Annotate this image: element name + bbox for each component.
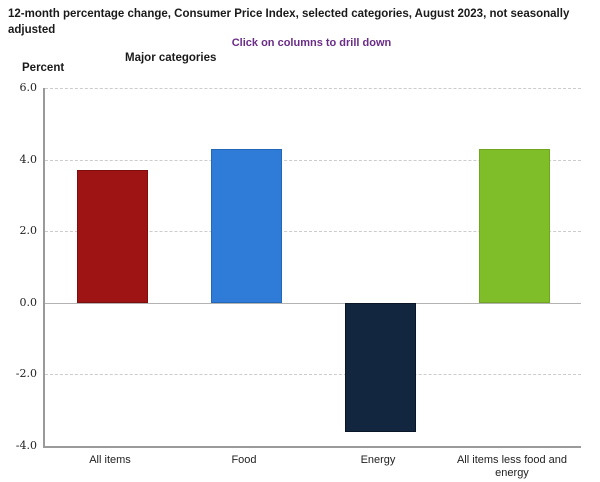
bar-all-items[interactable] (76, 170, 148, 303)
gridline (45, 159, 581, 161)
plot-area (43, 88, 581, 448)
chart-title: 12-month percentage change, Consumer Pri… (8, 8, 570, 36)
y-tick-label: -4.0 (15, 439, 37, 452)
y-tick-label: 6.0 (19, 81, 38, 94)
y-axis-title: Percent (22, 62, 65, 74)
x-axis-category-labels: All items Food Energy All items less food a… (43, 454, 579, 482)
y-tick-label: 0.0 (19, 295, 38, 309)
gridline (45, 88, 581, 89)
zero-line (45, 302, 581, 304)
section-label-major-categories: Major categories (125, 52, 217, 64)
drilldown-hint: Click on columns to drill down (231, 37, 392, 49)
category-label-all-items-less-food-and-energy: All items less food and energy (456, 454, 568, 479)
y-axis-tick-labels: 6.0 4.0 2.0 0.0 -2.0 -4.0 (0, 81, 38, 452)
y-tick-label: 4.0 (19, 152, 38, 166)
bar-energy[interactable] (344, 302, 416, 432)
category-label-food: Food (231, 454, 257, 466)
gridline (45, 231, 581, 233)
bar-all-items-less-food-and-energy[interactable] (478, 148, 550, 303)
y-tick-label: 2.0 (19, 224, 38, 238)
category-label-energy: Energy (360, 454, 396, 466)
gridline (45, 374, 581, 376)
y-tick-label: -2.0 (15, 367, 37, 381)
bar-food[interactable] (210, 148, 282, 303)
category-label-all-items: All items (89, 454, 131, 466)
